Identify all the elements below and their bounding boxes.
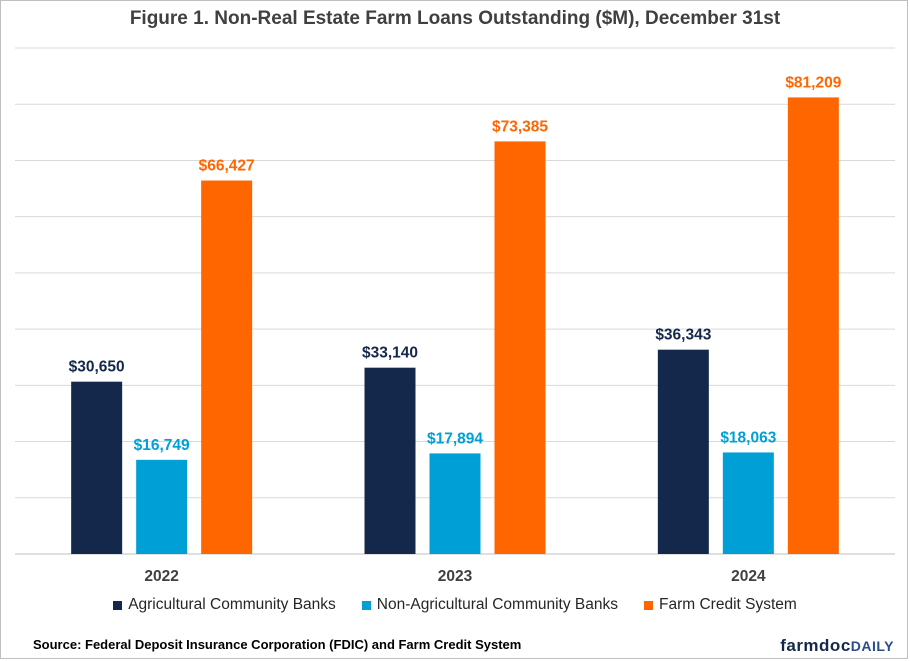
data-label: $73,385	[492, 118, 548, 135]
legend-item-fcs: Farm Credit System	[644, 596, 797, 614]
logo-part-2: DAILY	[850, 638, 894, 654]
legend-label-non-ag-banks: Non-Agricultural Community Banks	[376, 596, 618, 613]
bar	[364, 367, 416, 554]
bar	[201, 180, 253, 554]
legend-item-non-ag-banks: Non-Agricultural Community Banks	[361, 596, 618, 614]
bar	[657, 349, 709, 554]
source-note: Source: Federal Deposit Insurance Corpor…	[33, 637, 522, 652]
bar	[71, 381, 123, 554]
data-label: $33,140	[362, 345, 418, 362]
x-tick-label: 2024	[731, 568, 766, 585]
data-label: $66,427	[199, 158, 255, 175]
logo-part-1: farmdoc	[780, 636, 851, 655]
legend-swatch-fcs	[644, 600, 653, 610]
data-label: $81,209	[785, 74, 841, 91]
chart-title: Figure 1. Non-Real Estate Farm Loans Out…	[129, 8, 781, 29]
legend-item-ag-banks: Agricultural Community Banks	[113, 596, 336, 614]
data-label: $36,343	[655, 327, 711, 344]
data-label: $16,749	[134, 437, 190, 454]
legend: Agricultural Community Banks Non-Agricul…	[0, 596, 910, 614]
legend-swatch-ag-banks	[113, 600, 123, 610]
bar	[429, 453, 481, 554]
legend-label-fcs: Farm Credit System	[659, 596, 797, 613]
x-tick-label: 2022	[144, 568, 178, 585]
bar	[136, 459, 188, 554]
data-label: $30,650	[69, 359, 125, 376]
x-tick-label: 2023	[438, 568, 473, 585]
bar	[494, 141, 546, 555]
bar	[722, 452, 774, 554]
legend-swatch-non-ag-banks	[361, 600, 371, 610]
legend-label-ag-banks: Agricultural Community Banks	[128, 596, 336, 613]
farmdoc-daily-logo: farmdocDAILY	[780, 636, 894, 656]
data-label: $17,894	[427, 430, 483, 447]
bar	[787, 97, 839, 554]
data-label: $18,063	[720, 429, 776, 446]
